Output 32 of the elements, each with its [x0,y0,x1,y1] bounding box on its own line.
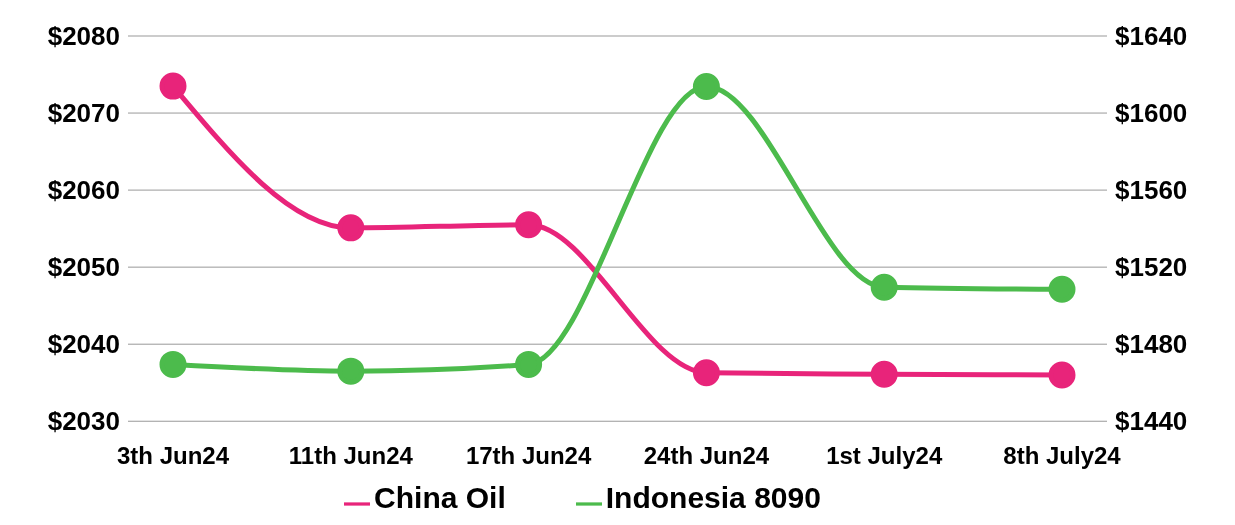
y-tick-label: $2080 [47,21,120,52]
point [159,350,187,378]
x-tick-label: 1st July24 [826,442,943,470]
y-tick-label: $2040 [47,329,120,360]
point [515,350,543,378]
x-tick-label: 3th Jun24 [116,442,230,470]
point [515,211,543,239]
point [337,214,365,242]
legend-label: Indonesia 8090 [605,481,821,515]
point [1048,275,1076,303]
x-tick-label: 24th Jun24 [643,442,770,470]
x-tick-label: 8th July24 [1003,442,1122,470]
point [337,357,365,385]
y2-tick-label: $1480 [1115,329,1188,360]
point [159,72,187,100]
point [870,360,898,388]
y2-tick-label: $1560 [1115,175,1188,206]
y2-tick-label: $1520 [1115,252,1188,283]
point [1048,361,1076,389]
x-tick-label: 17th Jun24 [465,442,592,470]
y-tick-label: $2070 [47,98,120,129]
y2-tick-label: $1640 [1115,21,1188,52]
y2-tick-label: $1440 [1115,406,1188,437]
point [692,72,720,100]
y-tick-label: $2030 [47,406,120,437]
y2-tick-label: $1600 [1115,98,1188,129]
point [692,359,720,387]
legend-label: China Oil [374,481,506,515]
point [870,273,898,301]
y-tick-label: $2050 [47,252,120,283]
y-tick-label: $2060 [47,175,120,206]
x-tick-label: 11th Jun24 [288,442,414,470]
